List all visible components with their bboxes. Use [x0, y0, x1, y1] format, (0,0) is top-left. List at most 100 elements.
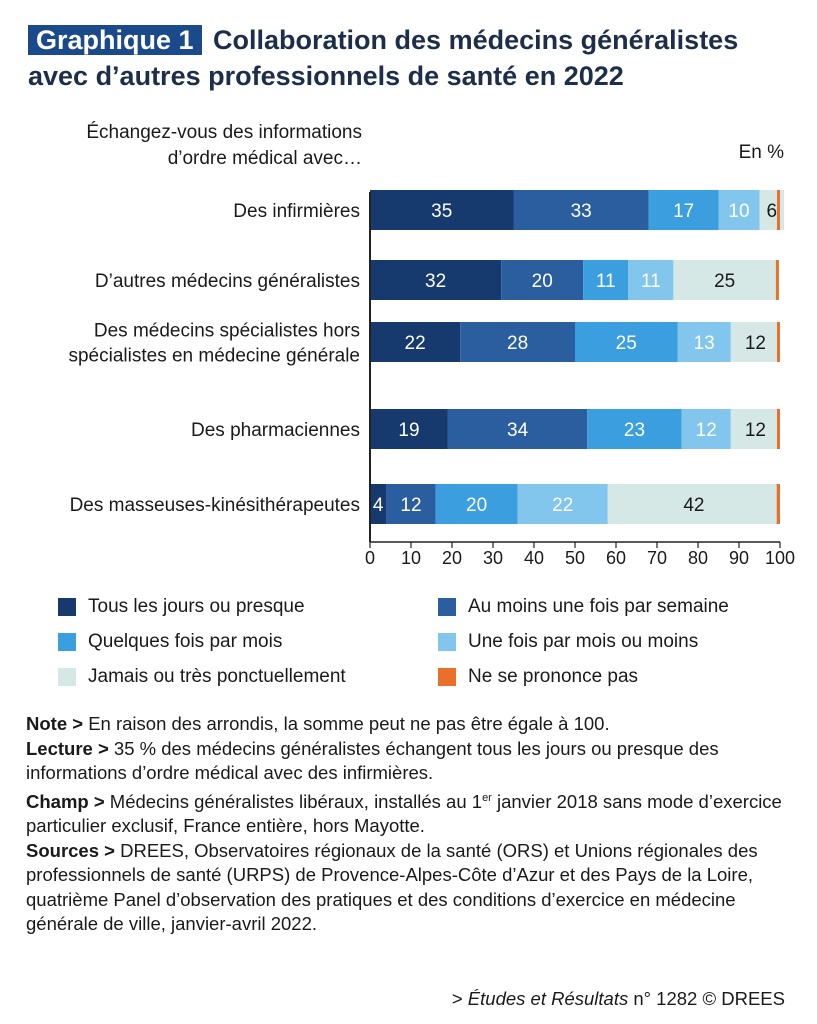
data-label: 12 [745, 420, 766, 441]
bar-segment [370, 409, 448, 449]
data-label: 33 [571, 201, 592, 222]
bar-segment [370, 322, 461, 362]
champ-label: Champ > [26, 790, 105, 812]
category-label: Des masseuses-kinésithérapeutes [70, 495, 360, 516]
bar-segment [386, 484, 436, 524]
sources-text: DREES, Observatoires régionaux de la san… [26, 839, 758, 935]
x-tick-label: 50 [565, 548, 585, 568]
legend-label: Tous les jours ou presque [88, 596, 305, 617]
bar-segment [628, 260, 674, 300]
question-line-2: d’ordre médical avec… [167, 148, 362, 169]
title-text: Collaboration des médecins généralistes … [28, 25, 739, 91]
legend-item: Au moins une fois par semaine [438, 596, 729, 618]
source-line: > Études et Résultats n° 1282 © DREES [452, 988, 785, 1010]
lecture-text: 35 % des médecins généralistes échangent… [26, 737, 719, 784]
x-tick-label: 20 [442, 548, 462, 568]
legend-label: Une fois par mois ou moins [468, 631, 699, 652]
bar-segment [775, 260, 779, 300]
category-label: D’autres médecins généralistes [95, 271, 360, 292]
legend-item: Ne se prononce pas [438, 666, 638, 688]
bar-segment [718, 190, 760, 230]
bar-segment [673, 260, 776, 300]
bar-segment [777, 322, 780, 362]
data-label: 42 [683, 495, 704, 516]
legend-swatch [438, 668, 456, 686]
bar-segment [730, 409, 780, 449]
bar-segment [730, 322, 780, 362]
legend-item: Tous les jours ou presque [58, 596, 305, 618]
category-label: spécialistes en médecine générale [68, 346, 360, 367]
source-prefix: > [451, 988, 463, 1009]
question-line-1: Échangez-vous des informations [86, 122, 362, 143]
data-label: 20 [466, 495, 487, 516]
champ-paragraph: Champ > Médecins généralistes libéraux, … [26, 786, 796, 839]
legend-swatch [438, 598, 456, 616]
data-label: 12 [400, 495, 421, 516]
legend-label: Jamais ou très ponctuellement [88, 666, 346, 687]
publication-number: n° 1282 © DREES [633, 988, 785, 1009]
bar-segment [648, 190, 719, 230]
bar-segment [501, 260, 584, 300]
x-tick-label: 80 [688, 548, 708, 568]
data-label: 12 [745, 333, 766, 354]
bar-segment [370, 260, 502, 300]
note-paragraph: Note > En raison des arrondis, la somme … [26, 712, 796, 737]
data-label: 35 [431, 201, 452, 222]
bar-segment [517, 484, 608, 524]
champ-text-before: Médecins généralistes libéraux, installé… [109, 790, 483, 812]
legend-swatch [438, 633, 456, 651]
bar-segment [575, 322, 678, 362]
data-label: 22 [405, 333, 426, 354]
question-label: Échangez-vous des informations d’ordre m… [20, 120, 362, 172]
lecture-paragraph: Lecture > 35 % des médecins généralistes… [26, 737, 796, 786]
legend-label: Au moins une fois par semaine [468, 596, 729, 617]
publication-name: Études et Résultats [467, 988, 629, 1009]
legend-swatch [58, 668, 76, 686]
stacked-bar-chart: Des infirmières D’autres médecins général… [68, 190, 795, 568]
data-label: 4 [373, 495, 384, 516]
sources-paragraph: Sources > DREES, Observatoires régionaux… [26, 839, 796, 937]
data-label: 13 [694, 333, 715, 354]
data-label: 28 [507, 333, 528, 354]
legend-swatch [58, 633, 76, 651]
sources-label: Sources > [26, 839, 115, 861]
legend-label: Ne se prononce pas [468, 666, 639, 687]
data-label: 17 [673, 201, 694, 222]
champ-sup: er [482, 791, 492, 804]
legend-swatch [58, 598, 76, 616]
legend-item: Quelques fois par mois [58, 631, 282, 653]
note-label: Note > [26, 713, 84, 734]
champ-text-after: janvier 2018 sans mode d’exercice partic… [26, 790, 782, 837]
x-tick-label: 40 [524, 548, 544, 568]
data-label: 6 [767, 201, 778, 222]
data-label: 20 [532, 271, 553, 292]
data-label: 19 [398, 420, 419, 441]
x-tick-label: 30 [483, 548, 503, 568]
data-label: 34 [507, 420, 529, 441]
category-label: Des infirmières [233, 201, 360, 222]
x-tick-label: 70 [647, 548, 667, 568]
legend-item: Une fois par mois ou moins [438, 631, 698, 653]
bar-segment [460, 322, 575, 362]
data-label: 11 [596, 271, 616, 292]
bar-segment [583, 260, 629, 300]
bar-segment [777, 190, 780, 230]
data-label: 10 [728, 201, 749, 222]
bar-segment [370, 190, 514, 230]
x-tick-label: 100 [765, 548, 795, 568]
data-label: 32 [425, 271, 446, 292]
legend-label: Quelques fois par mois [88, 631, 283, 652]
unit-label: En % [738, 142, 784, 163]
data-label: 23 [624, 420, 645, 441]
bar-segment [587, 409, 682, 449]
notes-block: Note > En raison des arrondis, la somme … [26, 712, 796, 937]
x-tick-label: 10 [401, 548, 421, 568]
bar-segment [370, 484, 387, 524]
x-tick-label: 60 [606, 548, 626, 568]
category-label: Des médecins spécialistes hors [94, 321, 360, 342]
data-label: 11 [641, 271, 661, 292]
note-text: En raison des arrondis, la somme peut ne… [88, 713, 610, 734]
bar-segment [681, 409, 731, 449]
bar-segment [677, 322, 731, 362]
data-label: 12 [696, 420, 717, 441]
